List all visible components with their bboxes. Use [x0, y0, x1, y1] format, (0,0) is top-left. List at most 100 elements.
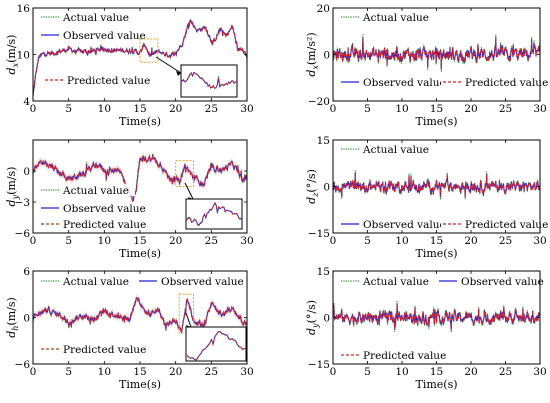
zoom-arrow: [184, 182, 194, 200]
y-tick-label: 10: [17, 50, 30, 62]
legend-predicted: Predicted value: [339, 349, 446, 362]
y-axis-label: dy(°/s): [305, 300, 320, 335]
legend-label-predicted: Predicted value: [63, 344, 146, 356]
x-tick-label: 30: [533, 366, 546, 378]
x-tick-label: 15: [133, 235, 146, 247]
legend-actual: Actual value: [39, 11, 135, 24]
y-tick-label: 0: [323, 313, 330, 325]
legend-label-predicted: Predicted value: [465, 219, 548, 231]
legend-label-actual: Actual value: [362, 12, 429, 24]
legend-label-observed: Observed value: [63, 30, 146, 42]
series-predicted-line: [33, 154, 247, 202]
legend-background: [39, 202, 139, 214]
legend-observed: Observed value: [339, 218, 446, 231]
legend-background: [39, 343, 135, 355]
legend-label-observed: Observed value: [161, 276, 244, 288]
y-axis-label: dh(m/s): [5, 297, 20, 338]
x-tick-label: 30: [533, 235, 546, 247]
inset-predicted-line: [186, 330, 246, 361]
plot-area: [33, 18, 247, 96]
x-tick-label: 15: [430, 235, 443, 247]
x-tick-label: 20: [464, 366, 477, 378]
plot-area: [333, 33, 540, 72]
chart-panel-dy: 0 5 10 15 20 25 30 −6 −3 0 Time(s) dy(m/s) Actual va…: [5, 139, 254, 260]
x-tick-label: 25: [205, 366, 218, 378]
y-tick-label: 0: [323, 50, 330, 62]
x-tick-label: 5: [364, 366, 371, 378]
y-tick-label: 0: [23, 313, 30, 325]
y-tick-label: 0: [323, 182, 330, 194]
series-predicted-line: [33, 296, 247, 333]
inset-observed-line: [180, 71, 237, 89]
zoom-region-box: [175, 160, 195, 188]
legend-background: [339, 275, 435, 287]
legend-background: [339, 218, 439, 230]
x-tick-label: 20: [169, 103, 182, 115]
inset-predicted-line: [186, 202, 243, 227]
x-tick-label: 5: [65, 235, 72, 247]
y-tick-label: −15: [308, 359, 330, 371]
y-axis-label: dz(°/s): [305, 169, 320, 204]
series-predicted-line: [333, 304, 540, 330]
x-tick-label: 30: [240, 235, 253, 247]
x-tick-label: 5: [364, 235, 371, 247]
legend-background: [441, 76, 537, 88]
y-tick-label: 16: [17, 3, 31, 15]
x-axis-label: Time(s): [415, 115, 457, 128]
legend-label-actual: Actual value: [362, 276, 429, 288]
x-axis-label: Time(s): [415, 378, 457, 391]
legend-observed: Observed value: [39, 202, 146, 215]
x-axis-label: Time(s): [415, 247, 457, 260]
series-predicted-line: [333, 37, 540, 69]
x-tick-label: 15: [430, 103, 443, 115]
legend-background: [137, 275, 237, 287]
inset-box: [180, 64, 238, 98]
x-tick-label: 25: [205, 235, 218, 247]
y-tick-label: −6: [15, 359, 31, 371]
x-tick-label: 20: [169, 235, 182, 247]
x-tick-label: 15: [430, 366, 443, 378]
chart-panel-dx: 0 5 10 15 20 25 30 4 10 16 Time(s) dx(m/s) Actual va…: [5, 3, 254, 128]
legend-actual: Actual value: [339, 275, 435, 288]
legend-observed: Observed value: [137, 275, 244, 288]
x-tick-label: 15: [133, 366, 146, 378]
x-axis-label: Time(s): [119, 378, 161, 391]
y-tick-label: 15: [317, 135, 330, 147]
y-tick-label: −3: [15, 197, 30, 209]
legend-label-predicted: Predicted value: [67, 75, 150, 87]
x-tick-label: 10: [395, 235, 408, 247]
legend-label-actual: Actual value: [62, 276, 129, 288]
zoom-arrow: [185, 312, 192, 328]
legend-background: [39, 11, 135, 23]
y-tick-label: 20: [317, 3, 330, 15]
x-axis-label: Time(s): [119, 115, 161, 128]
legend-label-actual: Actual value: [362, 144, 429, 156]
x-tick-label: 0: [330, 103, 337, 115]
zoom-arrow: [155, 56, 182, 74]
legend-background: [43, 74, 139, 86]
x-tick-label: 25: [205, 103, 218, 115]
y-tick-label: 4: [23, 96, 30, 108]
inset-box: [185, 326, 247, 362]
legend-actual: Actual value: [39, 275, 135, 288]
legend-predicted: Predicted value: [441, 76, 548, 89]
x-tick-label: 10: [395, 366, 408, 378]
x-axis-label: Time(s): [119, 247, 161, 260]
x-tick-label: 15: [133, 103, 146, 115]
x-tick-label: 20: [169, 366, 182, 378]
x-tick-label: 5: [65, 103, 72, 115]
legend-background: [39, 29, 139, 41]
legend-label-observed: Observed value: [461, 276, 544, 288]
x-tick-label: 0: [30, 235, 37, 247]
x-tick-label: 30: [240, 366, 253, 378]
legend-predicted: Predicted value: [39, 343, 146, 356]
plot-area: [33, 150, 247, 206]
x-tick-label: 20: [464, 235, 477, 247]
x-tick-label: 30: [533, 103, 546, 115]
x-tick-label: 5: [364, 103, 371, 115]
legend-background: [39, 218, 135, 230]
x-tick-label: 10: [98, 366, 111, 378]
